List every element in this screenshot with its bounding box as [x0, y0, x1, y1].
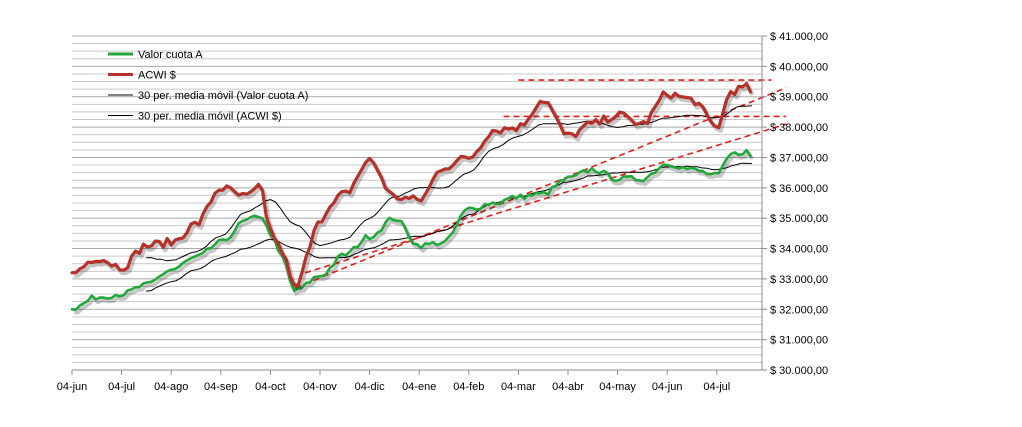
x-tick-label: 04-sep — [204, 381, 238, 393]
y-tick-label: $ 38.000,00 — [770, 122, 828, 134]
y-tick-label: $ 33.000,00 — [770, 274, 828, 286]
x-tick-label: 04-ene — [402, 381, 436, 393]
y-tick-label: $ 30.000,00 — [770, 365, 828, 377]
x-tick-label: 04-feb — [453, 381, 484, 393]
series-lines — [70, 82, 755, 315]
x-tick-label: 04-oct — [255, 381, 286, 393]
y-tick-label: $ 35.000,00 — [770, 213, 828, 225]
legend-label: 30 per. media móvil (Valor cuota A) — [138, 90, 308, 102]
legend-label: Valor cuota A — [138, 49, 203, 61]
x-tick-label: 04-nov — [303, 381, 337, 393]
trend-annotations — [294, 79, 787, 289]
y-tick-label: $ 40.000,00 — [770, 61, 828, 73]
y-tick-label: $ 41.000,00 — [770, 31, 828, 43]
x-tick-label: 04-jul — [703, 381, 730, 393]
grid-lines — [72, 35, 762, 371]
x-tick-label: 04-may — [599, 381, 636, 393]
series-line-2 — [145, 162, 752, 292]
axes: $ 30.000,00 $ 31.000,00 $ 32.000,00 $ 33.00… — [57, 31, 828, 393]
series-line-1 — [70, 82, 753, 288]
series-shadow — [73, 84, 755, 291]
x-tick-label: 04-abr — [552, 381, 584, 393]
x-tick-label: 04-jul — [108, 381, 135, 393]
y-tick-label: $ 39.000,00 — [770, 92, 828, 104]
legend: Valor cuota A ACWI $ 30 per. media móvil (… — [108, 49, 308, 123]
trend-line — [294, 86, 787, 289]
y-tick-label: $ 37.000,00 — [770, 152, 828, 164]
y-tick-label: $ 32.000,00 — [770, 304, 828, 316]
y-tick-label: $ 31.000,00 — [770, 335, 828, 347]
series-line-0 — [70, 148, 752, 311]
x-tick-label: 04-mar — [501, 381, 536, 393]
trend-line — [304, 123, 787, 274]
series-line-3 — [145, 105, 752, 262]
x-tick-label: 04-jun — [57, 381, 88, 393]
x-tick-label: 04-ago — [154, 381, 188, 393]
legend-label: ACWI $ — [138, 70, 176, 82]
y-tick-label: $ 36.000,00 — [770, 183, 828, 195]
x-tick-label: 04-jun — [652, 381, 683, 393]
legend-label: 30 per. media móvil (ACWI $) — [138, 111, 282, 123]
y-tick-label: $ 34.000,00 — [770, 244, 828, 256]
x-tick-label: 04-dic — [355, 381, 385, 393]
